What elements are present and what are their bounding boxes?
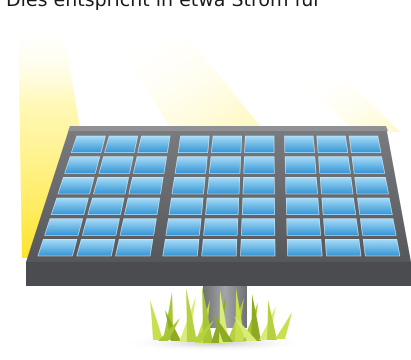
solar-cell	[207, 177, 241, 195]
solar-cell	[351, 156, 386, 174]
solar-cell	[64, 156, 101, 174]
sun-ray-right	[300, 78, 400, 132]
solar-cell	[70, 135, 106, 153]
solar-cell	[165, 218, 202, 236]
solar-cell	[319, 177, 354, 195]
grass-blade	[202, 286, 213, 343]
panel-frame-edge	[26, 262, 411, 286]
solar-cell	[37, 239, 78, 257]
solar-cell	[323, 218, 359, 236]
solar-cell	[50, 197, 89, 215]
solar-cell	[242, 177, 275, 195]
solar-cell	[177, 135, 210, 153]
solar-cell	[240, 239, 276, 257]
solar-cell	[137, 135, 171, 153]
solar-cell	[128, 177, 164, 195]
solar-cell	[285, 197, 320, 215]
solar-cell	[174, 156, 208, 174]
solar-cell	[348, 135, 382, 153]
solar-cell	[362, 239, 401, 257]
solar-cell	[240, 218, 276, 236]
solar-cell	[205, 197, 240, 215]
solar-cell	[162, 239, 200, 257]
grass-blade	[275, 312, 292, 339]
grass-blade	[165, 310, 181, 341]
sun-ray-middle	[120, 40, 262, 128]
solar-cell	[284, 135, 315, 153]
solar-cell	[318, 156, 351, 174]
solar-cell	[286, 218, 321, 236]
solar-cell	[76, 239, 116, 257]
solar-cell	[243, 156, 275, 174]
solar-cell	[285, 177, 318, 195]
solar-cell	[203, 218, 239, 236]
grass-tuft	[150, 286, 292, 343]
grass-blade	[212, 312, 233, 342]
solar-cell	[354, 177, 389, 195]
solar-cell	[171, 177, 206, 195]
solar-panel	[26, 126, 411, 286]
solar-cell	[359, 218, 397, 236]
grass-blade	[150, 300, 163, 340]
grass-blade	[158, 318, 180, 341]
grass-blade	[251, 294, 261, 341]
solar-cell	[124, 197, 161, 215]
solar-cell	[201, 239, 238, 257]
solar-cell	[316, 135, 349, 153]
sun-ray-main	[18, 22, 82, 258]
solar-cell	[241, 197, 276, 215]
solar-cell	[168, 197, 204, 215]
sun-rays	[18, 22, 400, 258]
solar-cell	[209, 156, 242, 174]
solar-cell	[93, 177, 130, 195]
solar-cell	[98, 156, 134, 174]
solar-cell	[244, 135, 275, 153]
panel-frame-top-highlight	[68, 126, 388, 131]
solar-cell	[284, 156, 317, 174]
solar-cell	[133, 156, 168, 174]
solar-cell	[104, 135, 139, 153]
solar-cell	[115, 239, 154, 257]
solar-cell	[119, 218, 157, 236]
grass-blade	[191, 320, 214, 342]
solar-cell	[211, 135, 243, 153]
panel-cells	[37, 135, 401, 257]
grass-blade	[267, 300, 277, 340]
solar-cell	[324, 239, 362, 257]
solar-cell	[87, 197, 125, 215]
solar-cell	[82, 218, 120, 236]
solar-cell	[321, 197, 357, 215]
grass-blade	[186, 288, 197, 342]
solar-cell	[357, 197, 393, 215]
caption-text: Dies entspricht in etwa Strom für	[6, 0, 322, 11]
solar-cell	[57, 177, 95, 195]
solar-cell	[286, 239, 323, 257]
solar-cell	[44, 218, 84, 236]
grass-blade	[234, 316, 257, 341]
